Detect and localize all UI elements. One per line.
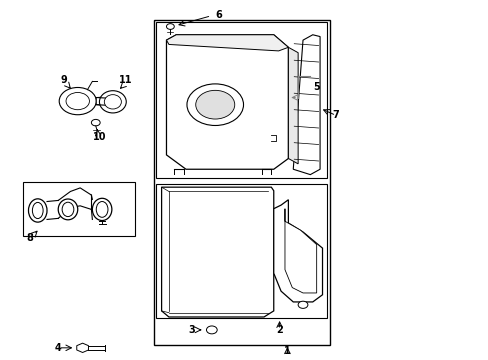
Text: 6: 6	[215, 10, 222, 20]
Circle shape	[59, 87, 96, 115]
Bar	[156, 22, 326, 178]
Bar	[156, 184, 326, 318]
Circle shape	[66, 93, 89, 110]
Ellipse shape	[58, 199, 78, 220]
Bar	[22, 182, 135, 235]
Ellipse shape	[28, 199, 47, 222]
Ellipse shape	[62, 202, 74, 217]
Text: 2: 2	[276, 325, 283, 335]
Ellipse shape	[104, 95, 121, 109]
Circle shape	[206, 326, 217, 334]
Text: 10: 10	[92, 132, 106, 142]
Text: 8: 8	[26, 233, 33, 243]
Text: 1: 1	[284, 346, 290, 356]
Ellipse shape	[32, 202, 43, 219]
Polygon shape	[293, 35, 320, 175]
Text: 9: 9	[61, 75, 67, 85]
Text: 11: 11	[119, 75, 132, 85]
Polygon shape	[161, 187, 273, 317]
Text: 5: 5	[312, 82, 319, 92]
Circle shape	[195, 90, 234, 119]
Text: 3: 3	[188, 325, 195, 335]
Text: 7: 7	[332, 111, 339, 121]
Text: 4: 4	[55, 343, 61, 353]
Polygon shape	[166, 35, 288, 169]
Ellipse shape	[92, 198, 112, 221]
Ellipse shape	[96, 202, 108, 217]
Polygon shape	[273, 200, 322, 302]
Circle shape	[91, 120, 100, 126]
Ellipse shape	[99, 91, 126, 113]
Polygon shape	[77, 343, 88, 352]
Bar	[154, 21, 329, 345]
Circle shape	[298, 301, 307, 309]
Circle shape	[186, 84, 243, 126]
Circle shape	[166, 24, 174, 30]
Polygon shape	[166, 35, 288, 51]
Polygon shape	[96, 97, 114, 105]
Polygon shape	[285, 209, 316, 293]
Polygon shape	[288, 47, 298, 164]
